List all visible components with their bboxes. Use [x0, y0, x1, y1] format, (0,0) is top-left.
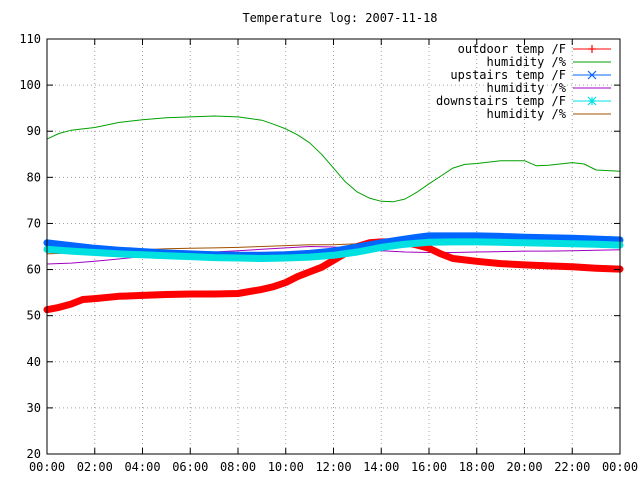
series-line-4: [43, 238, 624, 262]
x-tick-label: 16:00: [411, 460, 447, 474]
series-line-1: [46, 115, 621, 203]
legend-marker-star: [587, 96, 597, 106]
legend-label: upstairs temp /F: [450, 68, 566, 82]
axis-ticks: 20 30 40 50 60 70 80 90 100 110 00:00 02:00 04:00 06:…: [19, 32, 638, 474]
y-tick-label: 40: [27, 355, 41, 369]
x-tick-label: 12:00: [315, 460, 351, 474]
y-tick-label: 80: [27, 170, 41, 184]
y-tick-label: 30: [27, 401, 41, 415]
y-tick-label: 110: [19, 32, 41, 46]
legend-label: humidity /%: [487, 55, 567, 69]
legend-marker-plus: [588, 45, 596, 53]
y-tick-label: 50: [27, 309, 41, 323]
y-tick-label: 20: [27, 447, 41, 461]
x-tick-label: 00:00: [602, 460, 638, 474]
legend-label: outdoor temp /F: [458, 42, 566, 56]
x-tick-label: 18:00: [459, 460, 495, 474]
x-tick-label: 06:00: [172, 460, 208, 474]
chart-title: Temperature log: 2007-11-18: [242, 11, 437, 25]
x-tick-label: 00:00: [29, 460, 65, 474]
x-tick-label: 20:00: [506, 460, 542, 474]
y-tick-label: 90: [27, 124, 41, 138]
y-tick-label: 100: [19, 78, 41, 92]
x-tick-label: 02:00: [77, 460, 113, 474]
x-tick-label: 22:00: [554, 460, 590, 474]
series-line-0: [43, 238, 624, 314]
x-tick-label: 04:00: [124, 460, 160, 474]
x-tick-label: 10:00: [268, 460, 304, 474]
legend-marker-cross: [587, 70, 597, 80]
legend-label: downstairs temp /F: [436, 94, 566, 108]
legend-label: humidity /%: [487, 81, 567, 95]
y-tick-label: 60: [27, 263, 41, 277]
x-tick-label: 14:00: [363, 460, 399, 474]
x-tick-label: 08:00: [220, 460, 256, 474]
y-tick-label: 70: [27, 216, 41, 230]
series-layer: [43, 115, 624, 314]
legend-label: humidity /%: [487, 107, 567, 121]
